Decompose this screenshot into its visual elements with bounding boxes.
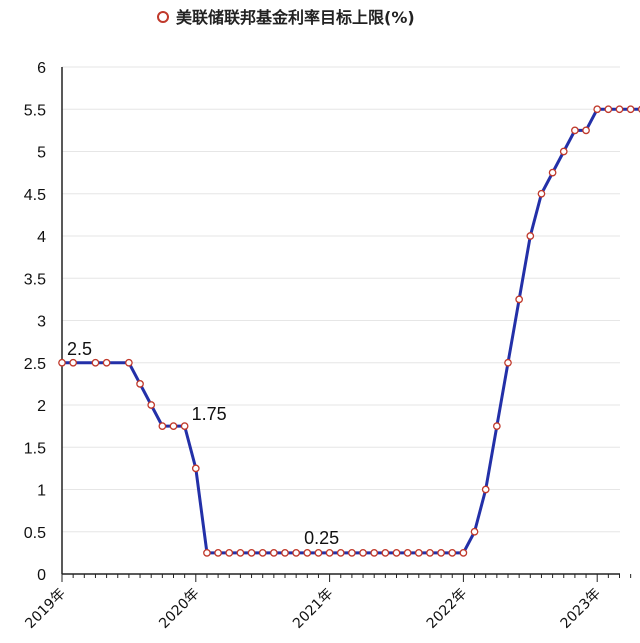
- data-point: [437, 549, 445, 557]
- data-point: [615, 105, 624, 114]
- x-tick-label: 2020年: [156, 586, 202, 632]
- x-tick-label: 2022年: [424, 586, 470, 632]
- data-label: 1.75: [192, 404, 227, 424]
- legend: 美联储联邦基金利率目标上限(%): [157, 8, 415, 27]
- data-point: [292, 549, 300, 557]
- data-labels: 2.51.750.255.5: [67, 339, 339, 548]
- y-tick-label: 4: [37, 229, 46, 246]
- data-point: [459, 549, 468, 557]
- series-line: [62, 107, 640, 555]
- y-tick-label: 5: [37, 145, 46, 162]
- data-point: [571, 126, 579, 135]
- data-point: [191, 464, 200, 473]
- data-label: 2.5: [67, 339, 92, 359]
- data-point: [125, 358, 133, 367]
- y-tick-label: 2: [37, 398, 46, 415]
- y-tick-label: 3.5: [24, 271, 46, 288]
- data-point: [559, 147, 568, 156]
- data-point: [214, 549, 222, 557]
- data-point: [336, 549, 345, 557]
- y-tick-label: 1: [37, 483, 46, 500]
- data-point: [136, 380, 144, 388]
- legend-marker: [157, 11, 169, 23]
- x-tick-label: 2019年: [22, 586, 68, 632]
- data-point: [470, 527, 479, 536]
- data-point: [225, 549, 234, 557]
- data-point: [102, 358, 111, 367]
- data-point: [269, 549, 278, 557]
- data-point: [169, 422, 178, 430]
- y-tick-label: 2.5: [24, 356, 46, 373]
- data-point: [593, 105, 602, 114]
- data-point: [392, 549, 401, 557]
- data-point: [203, 549, 211, 557]
- y-tick-label: 0: [37, 567, 46, 584]
- data-point: [69, 358, 78, 367]
- data-point: [492, 422, 501, 430]
- y-tick-label: 1.5: [24, 440, 46, 457]
- data-point: [414, 549, 423, 557]
- data-point: [91, 358, 100, 367]
- data-point: [448, 549, 457, 557]
- x-tick-label: 2021年: [290, 586, 336, 632]
- data-point: [158, 422, 167, 430]
- data-point: [626, 105, 635, 114]
- data-point: [325, 549, 334, 557]
- data-point: [526, 232, 535, 240]
- y-tick-label: 0.5: [24, 525, 46, 542]
- data-label: 0.25: [304, 528, 339, 548]
- y-tick-label: 3: [37, 314, 46, 331]
- y-tick-label: 5.5: [24, 102, 46, 119]
- data-point: [515, 295, 524, 304]
- data-point: [281, 549, 289, 557]
- data-point: [537, 189, 546, 198]
- data-point: [604, 105, 613, 114]
- gridlines: [62, 66, 620, 533]
- data-point: [58, 358, 66, 367]
- data-point: [548, 168, 557, 177]
- data-point: [359, 549, 367, 557]
- data-point: [403, 549, 412, 557]
- x-tick-label: 2023年: [558, 586, 604, 632]
- data-point: [370, 549, 379, 557]
- data-point: [481, 485, 490, 494]
- data-point: [381, 549, 390, 557]
- y-tick-label: 4.5: [24, 187, 46, 204]
- data-point: [236, 549, 245, 557]
- data-point: [504, 358, 512, 367]
- data-point: [303, 549, 312, 557]
- data-point: [348, 549, 356, 557]
- data-point: [426, 549, 434, 557]
- data-point: [180, 422, 189, 430]
- data-point: [314, 549, 323, 557]
- data-point: [247, 549, 256, 557]
- data-point: [582, 126, 590, 135]
- series-group: [58, 105, 640, 557]
- y-tick-label: 6: [37, 60, 46, 77]
- data-point: [147, 401, 156, 409]
- legend-label: 美联储联邦基金利率目标上限(%): [176, 8, 415, 27]
- data-point: [258, 549, 267, 557]
